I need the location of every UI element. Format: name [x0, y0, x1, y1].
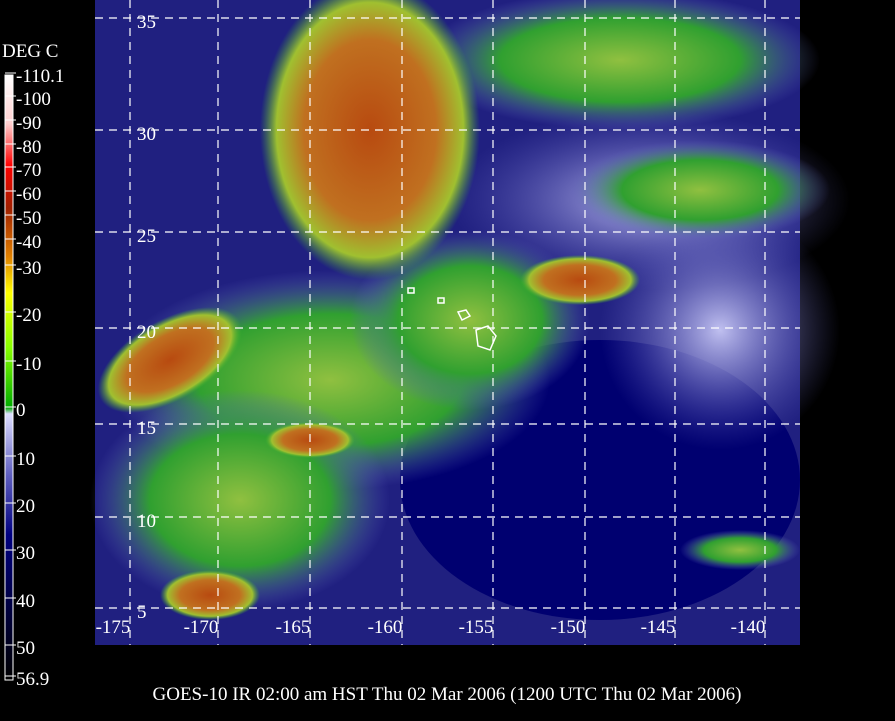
longitude-label: -160 — [368, 617, 403, 638]
longitude-label: -165 — [276, 617, 311, 638]
colorbar-label: 10 — [16, 449, 35, 470]
colorbar-label: -40 — [16, 232, 41, 253]
colorbar-label: 56.9 — [16, 669, 49, 690]
colorbar-label: -10 — [16, 354, 41, 375]
colorbar-label: -90 — [16, 113, 41, 134]
longitude-label: -155 — [459, 617, 494, 638]
longitude-label: -175 — [96, 617, 131, 638]
longitude-label: -150 — [551, 617, 586, 638]
latitude-label: 10 — [137, 511, 156, 532]
colorbar-label: -110.1 — [16, 66, 64, 87]
colorbar-label: 50 — [16, 638, 35, 659]
colorbar-label: 40 — [16, 591, 35, 612]
colorbar-label: 20 — [16, 496, 35, 517]
color-bar — [4, 74, 14, 681]
colorbar-label: -50 — [16, 208, 41, 229]
colorbar-label: -60 — [16, 184, 41, 205]
colorbar-title: DEG C — [2, 41, 58, 62]
colorbar-label: 0 — [16, 400, 26, 421]
latitude-label: 35 — [137, 12, 156, 33]
longitude-label: -145 — [641, 617, 676, 638]
longitude-label: -170 — [184, 617, 219, 638]
colorbar-label: 30 — [16, 543, 35, 564]
lat-lon-grid: 35 30 25 20 15 10 5 -175 -170 -165 -160 -155 -150 -14… — [95, 0, 800, 645]
colorbar-label: -100 — [16, 89, 51, 110]
latitude-label: 5 — [137, 602, 147, 623]
colorbar-label: -30 — [16, 258, 41, 279]
satellite-image — [90, 0, 850, 645]
latitude-label: 20 — [137, 322, 156, 343]
latitude-label: 25 — [137, 226, 156, 247]
caption: GOES-10 IR 02:00 am HST Thu 02 Mar 2006 … — [153, 684, 742, 705]
longitude-label: -140 — [731, 617, 766, 638]
latitude-label: 15 — [137, 418, 156, 439]
colorbar-label: -80 — [16, 137, 41, 158]
colorbar-label: -70 — [16, 160, 41, 181]
colorbar-label: -20 — [16, 305, 41, 326]
latitude-label: 30 — [137, 124, 156, 145]
